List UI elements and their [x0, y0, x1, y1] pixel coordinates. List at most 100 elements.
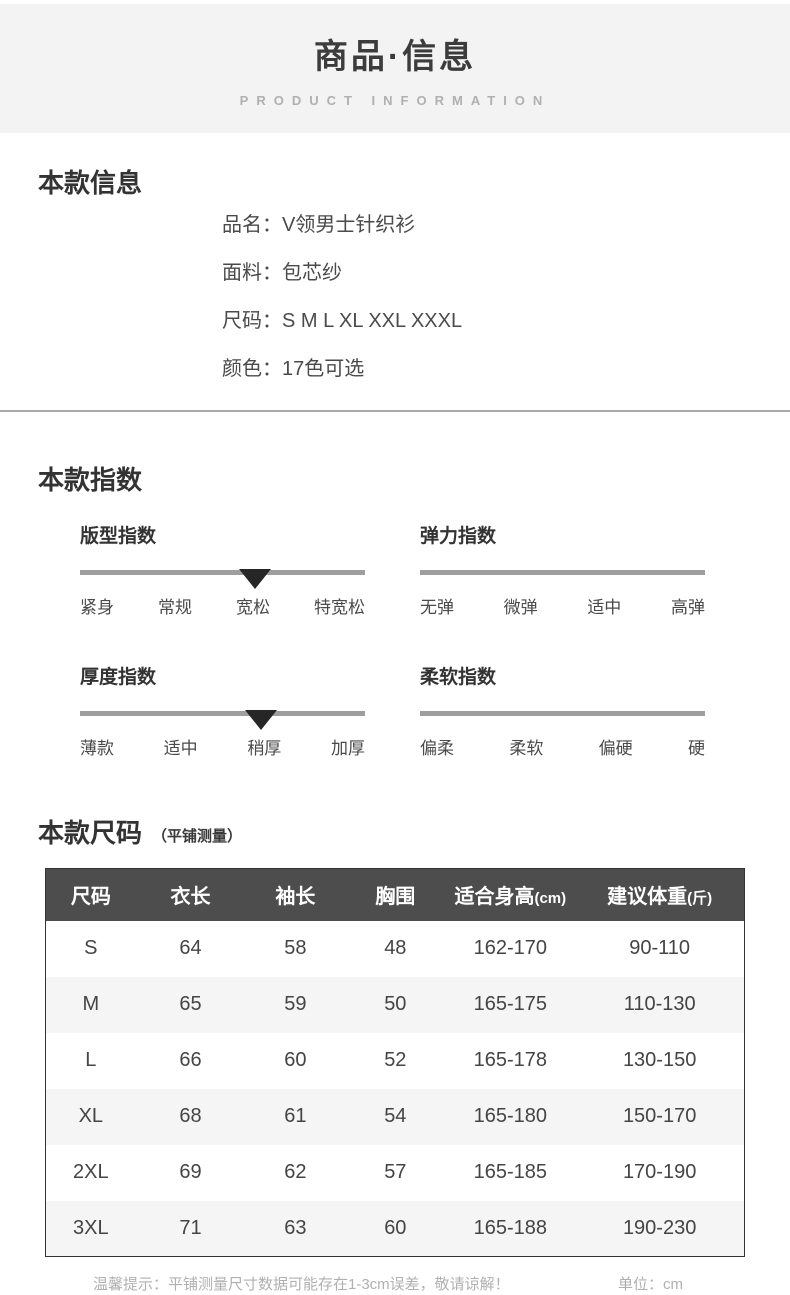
- slider-labels: 无弹 微弹 适中 高弹: [420, 593, 705, 618]
- info-row: 面料： 包芯纱: [222, 262, 752, 284]
- size-chart-note: （平铺测量）: [152, 828, 243, 845]
- table-cell: 59: [284, 993, 307, 1015]
- slider-labels: 薄款 适中 稍厚 加厚: [80, 734, 365, 759]
- table-cell: 68: [179, 1105, 202, 1127]
- header-unit: (cm): [534, 890, 567, 908]
- slider-label: 适中: [587, 598, 622, 617]
- index-slider: 柔软指数 偏柔 柔软 偏硬 硬: [420, 662, 705, 759]
- slider-label: 微弹: [503, 598, 538, 617]
- page-title: 商品·信息: [313, 38, 477, 76]
- slider-label: 无弹: [420, 598, 454, 617]
- table-cell: 65: [179, 993, 202, 1015]
- section-divider: [0, 410, 790, 412]
- table-cell: 58: [284, 937, 307, 959]
- index-slider: 厚度指数 薄款 适中 稍厚 加厚: [80, 662, 365, 759]
- slider-marker-icon: [245, 710, 277, 730]
- info-label: 颜色：: [222, 358, 282, 380]
- table-cell: 165-178: [473, 1049, 547, 1071]
- table-cell: 50: [384, 993, 407, 1015]
- table-cell: 165-188: [473, 1216, 547, 1239]
- table-cell: 165-185: [473, 1161, 547, 1183]
- slider-bar: [420, 711, 705, 716]
- info-value: 17色可选: [282, 358, 365, 380]
- table-row: S 64 58 48 162-170 90-110: [46, 921, 745, 977]
- page-subtitle: PRODUCT INFORMATION: [239, 93, 551, 108]
- table-cell: 3XL: [73, 1216, 109, 1239]
- page-header: 商品·信息 PRODUCT INFORMATION: [0, 4, 790, 133]
- table-cell: 60: [384, 1216, 407, 1239]
- unit-note: 单位：cm: [618, 1276, 683, 1293]
- product-info-heading: 本款信息: [38, 168, 143, 198]
- slider-bar: [80, 569, 365, 589]
- table-cell: 52: [384, 1049, 407, 1071]
- measurement-disclaimer: 温馨提示：平铺测量尺寸数据可能存在1-3cm误差，敬请谅解！: [93, 1276, 510, 1293]
- table-cell: 63: [284, 1216, 307, 1239]
- index-slider: 版型指数 紧身 常规 宽松 特宽松: [80, 521, 365, 618]
- table-cell: 66: [179, 1049, 202, 1071]
- table-row: 2XL 69 62 57 165-185 170-190: [46, 1145, 745, 1201]
- product-info-section: 本款信息 品名： V领男士针织衫 面料： 包芯纱 尺码： S M L XL XXL XXX…: [0, 133, 790, 380]
- table-cell: S: [84, 937, 98, 959]
- product-index-section: 本款指数 版型指数 紧身 常规 宽松 特宽松 弹力指数 无弹 微弹 适中 高弹 厚度指数 薄款 适中 稍厚…: [0, 412, 790, 759]
- table-header-cell: 尺码: [45, 868, 136, 921]
- info-label: 品名：: [222, 214, 282, 236]
- table-header-cell: 胸围: [345, 868, 446, 921]
- slider-label: 特宽松: [314, 598, 365, 617]
- info-row: 尺码： S M L XL XXL XXXL: [222, 310, 752, 332]
- table-header-row: 尺码 衣长 袖长 胸围 适合身高(cm) 建议体重(斤): [45, 868, 745, 921]
- info-value: V领男士针织衫: [282, 214, 416, 236]
- info-row: 品名： V领男士针织衫: [222, 214, 752, 236]
- table-cell: 64: [179, 937, 202, 959]
- table-cell: 62: [284, 1161, 307, 1183]
- table-cell: M: [82, 993, 100, 1015]
- slider-label: 薄款: [80, 739, 114, 758]
- table-header-cell: 适合身高(cm): [445, 868, 576, 921]
- table-cell: 110-130: [623, 993, 696, 1015]
- product-index-heading: 本款指数: [38, 465, 143, 495]
- table-header-cell: 衣长: [135, 868, 246, 921]
- table-cell: 165-175: [473, 993, 547, 1015]
- size-table-body: S 64 58 48 162-170 90-110 M 65 59 50 165-175 110-13…: [45, 921, 745, 1257]
- table-cell: 61: [284, 1105, 307, 1127]
- slider-labels: 紧身 常规 宽松 特宽松: [80, 593, 365, 618]
- size-chart-section: 本款尺码 （平铺测量） 尺码 衣长 袖长 胸围 适合身高(cm) 建议体重(斤) S 64 5…: [0, 759, 790, 1294]
- table-cell: 130-150: [622, 1049, 697, 1071]
- index-slider: 弹力指数 无弹 微弹 适中 高弹: [420, 521, 705, 618]
- slider-title: 厚度指数: [80, 667, 157, 688]
- slider-bar: [420, 570, 705, 575]
- info-value: 包芯纱: [282, 262, 342, 284]
- info-label: 尺码：: [222, 310, 282, 332]
- table-cell: L: [85, 1049, 97, 1071]
- slider-title: 柔软指数: [420, 667, 497, 688]
- header-unit: (斤): [687, 890, 713, 908]
- table-row: 3XL 71 63 60 165-188 190-230: [45, 1200, 745, 1257]
- table-row: XL 68 61 54 165-180 150-170: [45, 1088, 745, 1145]
- slider-label: 适中: [163, 739, 198, 758]
- table-row: L 66 60 52 165-178 130-150: [46, 1033, 745, 1089]
- info-label: 面料：: [222, 262, 282, 284]
- table-cell: 71: [179, 1216, 202, 1239]
- slider-bar: [80, 710, 365, 730]
- table-cell: 57: [384, 1161, 407, 1183]
- table-header-cell: 袖长: [245, 868, 346, 921]
- slider-label: 偏柔: [420, 739, 454, 758]
- slider-label: 常规: [158, 598, 192, 617]
- size-heading-row: 本款尺码 （平铺测量）: [38, 813, 790, 850]
- table-row: M 65 59 50 165-175 110-130: [45, 976, 745, 1033]
- table-cell: 90-110: [629, 937, 691, 959]
- info-row: 颜色： 17色可选: [222, 358, 752, 380]
- table-cell: 48: [384, 937, 407, 959]
- info-value: S M L XL XXL XXXL: [282, 310, 463, 332]
- table-cell: 60: [284, 1049, 307, 1071]
- size-table: 尺码 衣长 袖长 胸围 适合身高(cm) 建议体重(斤) S 64 58 48 162-170 90…: [45, 868, 745, 1257]
- size-table-head: 尺码 衣长 袖长 胸围 适合身高(cm) 建议体重(斤): [45, 868, 745, 921]
- size-chart-heading: 本款尺码: [38, 818, 143, 848]
- table-header-cell: 建议体重(斤): [575, 868, 745, 921]
- slider-label: 紧身: [80, 598, 114, 617]
- slider-label: 柔软: [509, 739, 544, 758]
- table-cell: 54: [384, 1105, 407, 1127]
- table-cell: 170-190: [622, 1161, 697, 1183]
- slider-label: 稍厚: [247, 739, 282, 758]
- slider-label: 偏硬: [598, 739, 633, 758]
- table-cell: 190-230: [622, 1216, 697, 1239]
